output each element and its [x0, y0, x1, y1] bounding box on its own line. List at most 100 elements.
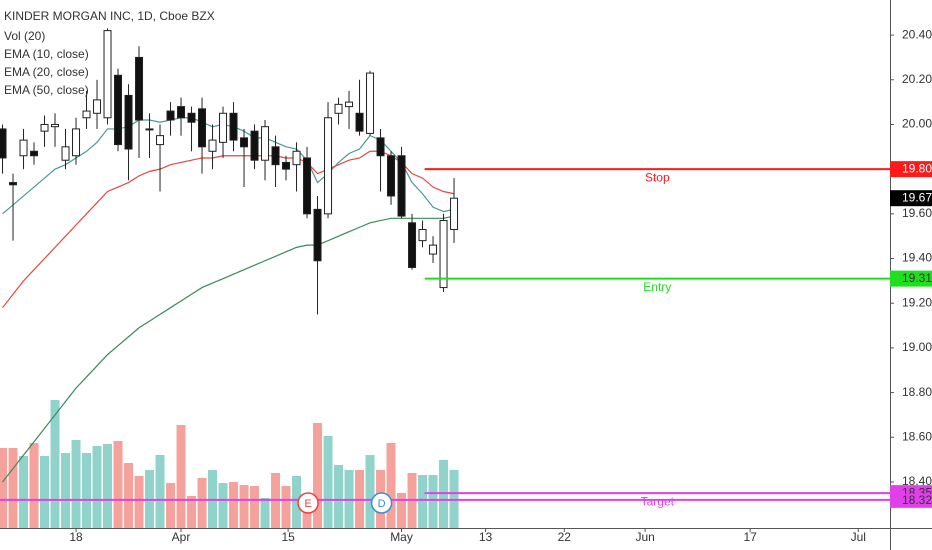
volume-bar: [92, 446, 102, 528]
volume-bar: [334, 465, 344, 528]
candle-body: [72, 128, 81, 157]
volume-bar: [229, 482, 239, 528]
candle-body: [334, 103, 343, 114]
candle-body: [250, 130, 259, 161]
volume-bar: [313, 423, 323, 528]
candle-body: [387, 155, 396, 197]
candle-body: [282, 161, 291, 170]
candle-body: [439, 220, 448, 289]
y-tick-label: 20.40: [902, 27, 932, 41]
volume-bar: [134, 476, 144, 528]
candle-body: [135, 56, 144, 121]
volume-bar: [323, 436, 333, 528]
candle-body: [408, 222, 417, 268]
candle-body: [114, 74, 123, 146]
candle-body: [292, 150, 301, 166]
x-tick-label: May: [390, 530, 413, 544]
candle-body: [9, 182, 18, 186]
candle-body: [345, 101, 354, 108]
level-name: Entry: [643, 280, 671, 294]
x-tick-label: 22: [558, 530, 572, 544]
candle-body: [0, 128, 7, 159]
volume-bar: [176, 425, 186, 528]
candle-body: [187, 112, 196, 123]
candle-body: [82, 110, 91, 119]
candle-body: [103, 30, 112, 119]
level-price-box: [890, 270, 932, 287]
candle-body: [51, 123, 60, 128]
event-label: E: [304, 498, 311, 510]
x-tick-label: 17: [743, 530, 757, 544]
y-tick-label: 19.60: [902, 206, 932, 220]
event-marker: [297, 492, 319, 514]
candle-body: [429, 244, 438, 255]
candle-body: [376, 137, 385, 157]
level-price-label: 19.31: [902, 271, 932, 285]
level-price-box: [890, 161, 932, 178]
last-price-box: [890, 190, 932, 207]
candle-body: [198, 108, 207, 148]
volume-bar: [61, 453, 71, 528]
candle-body: [355, 112, 364, 132]
candle-body: [166, 110, 175, 121]
y-tick-label: 19.20: [902, 295, 932, 309]
level-price-label: 19.80: [902, 161, 932, 175]
candle-body: [418, 228, 427, 242]
legend-entry: EMA (10, close): [4, 47, 89, 61]
volume-bar: [166, 483, 176, 528]
overlay: 18.40 18.60 18.80 19.00 19.20 19.40 19.60 19.80…: [0, 27, 932, 544]
volume-bar: [418, 475, 428, 528]
volume-bar: [281, 486, 291, 528]
legend-entry: Vol (20): [4, 29, 45, 43]
candle-body: [271, 146, 280, 166]
legend-entry: EMA (50, close): [4, 83, 89, 97]
candle-body: [261, 126, 270, 161]
event-label: D: [378, 498, 386, 510]
volume-bar: [292, 476, 302, 528]
level-name: Stop: [645, 170, 670, 184]
volume-bar: [302, 508, 312, 528]
level-name: Target: [641, 494, 675, 508]
candle-body: [313, 208, 322, 262]
volume-bar: [239, 485, 249, 528]
candle-body: [156, 135, 165, 146]
volume-bar: [71, 440, 81, 528]
y-tick-label: 19.00: [902, 340, 932, 354]
candle-body: [303, 157, 312, 215]
y-tick-label: 20.00: [902, 117, 932, 131]
candle-body: [93, 99, 102, 114]
x-tick-label: 13: [479, 530, 493, 544]
candle-body: [124, 94, 133, 150]
candle-body: [19, 139, 28, 157]
volume-bar: [50, 400, 60, 528]
candle-body: [324, 117, 333, 215]
volume-bar: [428, 475, 438, 528]
candle-body: [366, 72, 375, 134]
volume-bar: [218, 483, 228, 528]
volume-bar: [386, 443, 396, 528]
volume-bar: [124, 463, 134, 528]
volume-bar: [40, 456, 50, 528]
y-tick-label: 18.80: [902, 385, 932, 399]
volume-bar: [82, 453, 92, 528]
y-tick-label: 19.40: [902, 251, 932, 265]
volume-bar: [19, 456, 29, 528]
volume-bar: [103, 444, 113, 528]
volume-bar: [0, 448, 8, 528]
x-tick-label: Apr: [172, 530, 191, 544]
level-price-label: 18.32: [902, 493, 932, 507]
volume-bar: [365, 455, 375, 528]
candle-body: [397, 155, 406, 217]
x-tick-label: 15: [281, 530, 295, 544]
candle-body: [208, 139, 217, 152]
candle-body: [240, 137, 249, 148]
candle-body: [177, 106, 186, 119]
ema-line: [2, 215, 455, 483]
volume-bar: [155, 455, 165, 528]
y-tick-label: 20.20: [902, 72, 932, 86]
x-tick-label: 18: [69, 530, 83, 544]
candle-body: [61, 146, 70, 161]
